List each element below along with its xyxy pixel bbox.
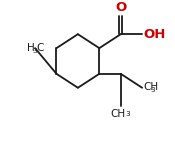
Text: C: C — [37, 43, 44, 53]
Text: 3: 3 — [126, 111, 131, 117]
Text: 3: 3 — [150, 87, 155, 93]
Text: O: O — [115, 1, 126, 14]
Text: OH: OH — [144, 28, 166, 41]
Text: CH: CH — [110, 109, 126, 119]
Text: H: H — [27, 43, 34, 53]
Text: CH: CH — [143, 82, 158, 92]
Text: 3: 3 — [33, 48, 37, 54]
